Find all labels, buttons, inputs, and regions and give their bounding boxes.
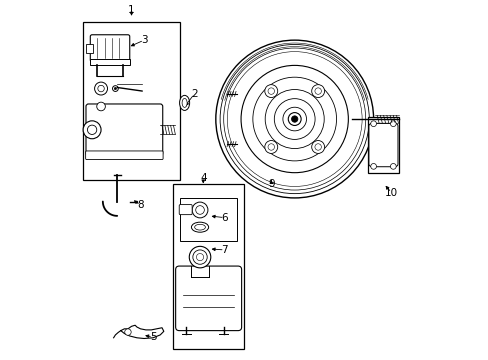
Bar (172, 184, 244, 348)
Circle shape (195, 206, 204, 214)
Ellipse shape (191, 222, 208, 232)
FancyBboxPatch shape (179, 204, 192, 215)
Bar (90, 59, 129, 65)
Text: 10: 10 (384, 188, 397, 198)
Circle shape (192, 250, 207, 264)
Bar (367, 117, 398, 173)
Circle shape (291, 116, 297, 122)
Ellipse shape (194, 224, 205, 230)
Circle shape (314, 144, 321, 150)
Circle shape (370, 121, 376, 127)
Circle shape (196, 253, 203, 261)
Text: 9: 9 (267, 179, 274, 189)
Text: 3: 3 (141, 35, 147, 45)
Circle shape (124, 329, 131, 335)
Circle shape (314, 88, 321, 94)
Circle shape (389, 121, 395, 127)
Circle shape (192, 202, 207, 218)
Text: 4: 4 (200, 173, 206, 183)
Circle shape (97, 102, 105, 111)
Text: 5: 5 (149, 332, 156, 342)
Bar (180, 198, 237, 241)
Circle shape (370, 163, 376, 169)
Circle shape (311, 85, 324, 98)
Text: 1: 1 (128, 5, 135, 15)
Circle shape (83, 121, 101, 139)
Circle shape (267, 88, 274, 94)
FancyBboxPatch shape (175, 266, 241, 330)
Circle shape (389, 163, 395, 169)
Circle shape (223, 48, 365, 190)
FancyBboxPatch shape (90, 35, 129, 62)
Circle shape (94, 82, 107, 95)
FancyBboxPatch shape (368, 123, 397, 167)
Bar (85, 44, 93, 53)
Text: 6: 6 (221, 213, 227, 222)
Circle shape (220, 44, 368, 194)
Circle shape (264, 85, 277, 98)
Circle shape (241, 66, 347, 173)
Circle shape (189, 246, 210, 268)
Bar (83, 22, 180, 180)
Text: 7: 7 (221, 245, 227, 255)
Circle shape (227, 51, 362, 186)
FancyBboxPatch shape (85, 151, 163, 159)
Circle shape (311, 140, 324, 153)
Circle shape (215, 40, 373, 198)
Circle shape (87, 125, 97, 134)
Circle shape (267, 144, 274, 150)
FancyBboxPatch shape (86, 104, 163, 156)
Circle shape (98, 85, 104, 92)
Ellipse shape (182, 98, 187, 107)
Circle shape (112, 86, 118, 91)
Circle shape (288, 113, 301, 126)
Text: 2: 2 (191, 89, 197, 99)
Text: 8: 8 (137, 200, 143, 210)
Circle shape (114, 87, 116, 90)
Circle shape (264, 140, 277, 153)
Ellipse shape (179, 95, 189, 111)
